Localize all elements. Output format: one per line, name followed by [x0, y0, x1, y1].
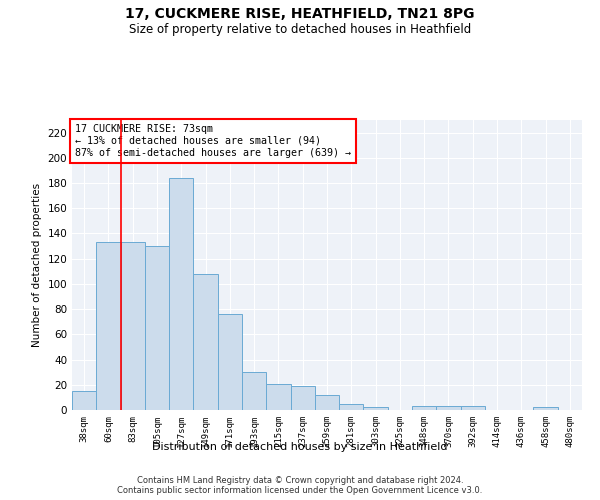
Y-axis label: Number of detached properties: Number of detached properties	[32, 183, 42, 347]
Bar	[145, 246, 169, 410]
Bar	[436, 406, 461, 410]
Text: Contains HM Land Registry data © Crown copyright and database right 2024.
Contai: Contains HM Land Registry data © Crown c…	[118, 476, 482, 495]
Bar	[96, 242, 121, 410]
Bar	[339, 404, 364, 410]
Bar	[72, 391, 96, 410]
Text: Size of property relative to detached houses in Heathfield: Size of property relative to detached ho…	[129, 22, 471, 36]
Text: 17 CUCKMERE RISE: 73sqm
← 13% of detached houses are smaller (94)
87% of semi-de: 17 CUCKMERE RISE: 73sqm ← 13% of detache…	[74, 124, 350, 158]
Bar	[242, 372, 266, 410]
Bar	[290, 386, 315, 410]
Bar	[266, 384, 290, 410]
Bar	[364, 408, 388, 410]
Bar	[533, 408, 558, 410]
Bar	[193, 274, 218, 410]
Bar	[169, 178, 193, 410]
Text: Distribution of detached houses by size in Heathfield: Distribution of detached houses by size …	[152, 442, 448, 452]
Bar	[412, 406, 436, 410]
Bar	[461, 406, 485, 410]
Bar	[315, 395, 339, 410]
Bar	[218, 314, 242, 410]
Text: 17, CUCKMERE RISE, HEATHFIELD, TN21 8PG: 17, CUCKMERE RISE, HEATHFIELD, TN21 8PG	[125, 8, 475, 22]
Bar	[121, 242, 145, 410]
